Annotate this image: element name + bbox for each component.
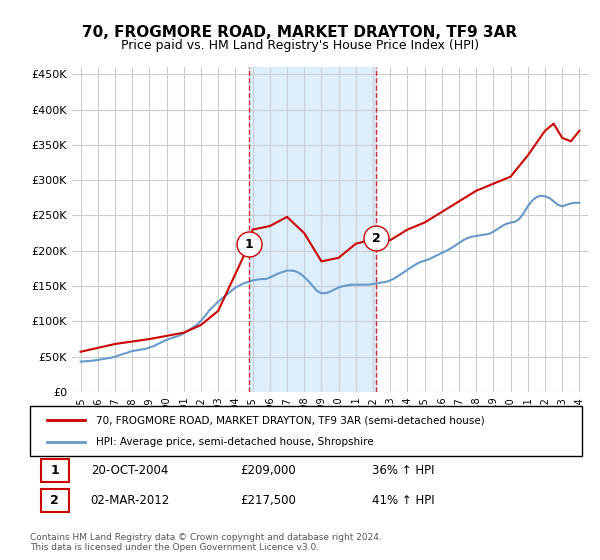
Text: 36% ↑ HPI: 36% ↑ HPI bbox=[372, 464, 435, 477]
Text: 41% ↑ HPI: 41% ↑ HPI bbox=[372, 494, 435, 507]
Text: £209,000: £209,000 bbox=[240, 464, 296, 477]
Bar bbox=[249, 67, 376, 392]
FancyBboxPatch shape bbox=[30, 406, 582, 456]
FancyBboxPatch shape bbox=[41, 488, 68, 512]
Text: This data is licensed under the Open Government Licence v3.0.: This data is licensed under the Open Gov… bbox=[30, 543, 319, 552]
Text: 2: 2 bbox=[371, 232, 380, 245]
Text: 02-MAR-2012: 02-MAR-2012 bbox=[91, 494, 170, 507]
Text: 2: 2 bbox=[50, 494, 59, 507]
Text: 70, FROGMORE ROAD, MARKET DRAYTON, TF9 3AR: 70, FROGMORE ROAD, MARKET DRAYTON, TF9 3… bbox=[82, 25, 518, 40]
Text: 1: 1 bbox=[245, 238, 254, 251]
Text: Price paid vs. HM Land Registry's House Price Index (HPI): Price paid vs. HM Land Registry's House … bbox=[121, 39, 479, 52]
Text: 20-OCT-2004: 20-OCT-2004 bbox=[91, 464, 168, 477]
Text: 70, FROGMORE ROAD, MARKET DRAYTON, TF9 3AR (semi-detached house): 70, FROGMORE ROAD, MARKET DRAYTON, TF9 3… bbox=[96, 415, 485, 425]
FancyBboxPatch shape bbox=[41, 459, 68, 482]
Text: Contains HM Land Registry data © Crown copyright and database right 2024.: Contains HM Land Registry data © Crown c… bbox=[30, 533, 382, 542]
Text: £217,500: £217,500 bbox=[240, 494, 296, 507]
Text: 1: 1 bbox=[50, 464, 59, 477]
Text: HPI: Average price, semi-detached house, Shropshire: HPI: Average price, semi-detached house,… bbox=[96, 437, 374, 447]
